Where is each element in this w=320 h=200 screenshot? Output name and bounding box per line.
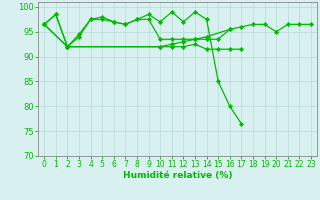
X-axis label: Humidité relative (%): Humidité relative (%): [123, 171, 232, 180]
